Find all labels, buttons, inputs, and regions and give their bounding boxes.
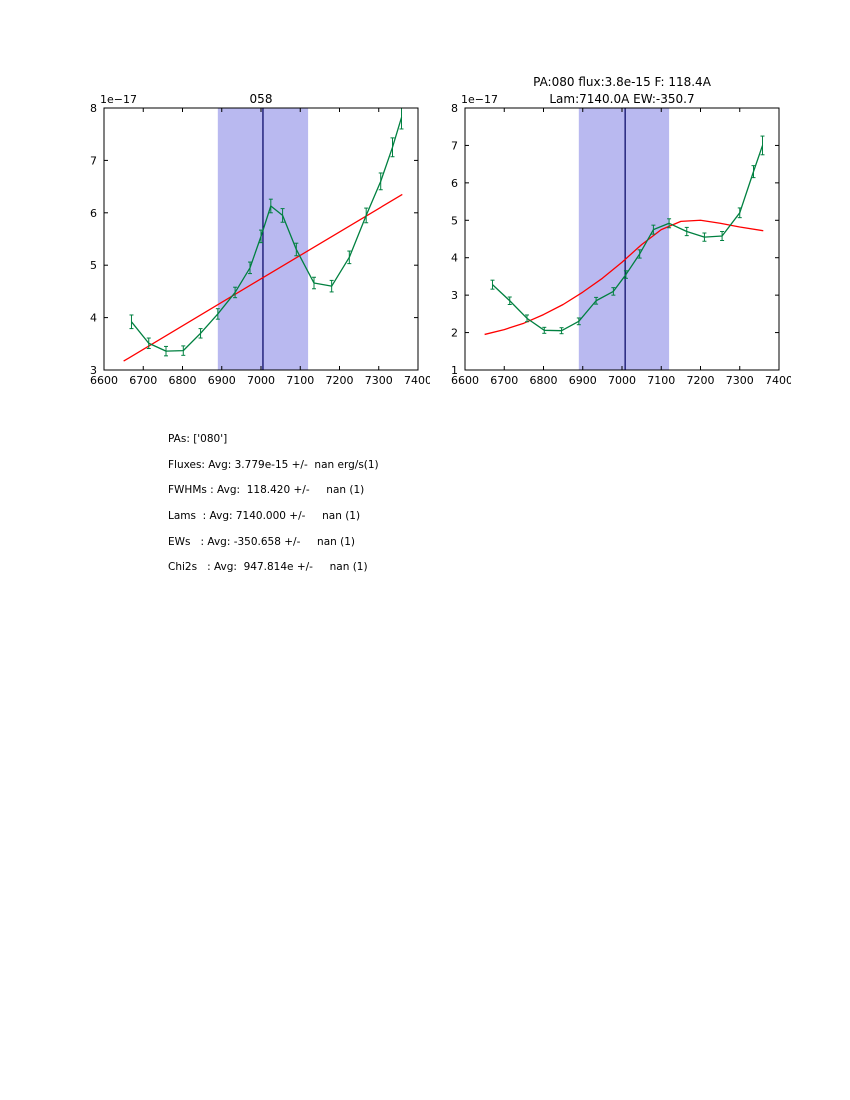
info-line-chi2s: Chi2s : Avg: 947.814e +/- nan (1) (168, 561, 368, 573)
svg-text:6900: 6900 (569, 374, 597, 387)
right-y-offset-label: 1e−17 (461, 93, 498, 106)
svg-text:8: 8 (451, 102, 458, 115)
svg-text:6700: 6700 (129, 374, 157, 387)
svg-text:7100: 7100 (647, 374, 675, 387)
left-plot-title: 058 (249, 92, 273, 106)
right-plot-title-line1: PA:080 flux:3.8e-15 F: 118.4A (533, 75, 711, 89)
info-line-fluxes: Fluxes: Avg: 3.779e-15 +/- nan erg/s(1) (168, 459, 379, 471)
svg-text:1: 1 (451, 364, 458, 377)
svg-text:8: 8 (90, 102, 97, 115)
svg-text:6600: 6600 (451, 374, 479, 387)
svg-text:4: 4 (451, 252, 458, 265)
right-plot-svg: 6600 6700 6800 6900 7000 7100 7200 7300 7400 1 2 3 4… (451, 102, 791, 387)
svg-text:4: 4 (90, 312, 97, 325)
svg-text:7000: 7000 (247, 374, 275, 387)
svg-text:6800: 6800 (530, 374, 558, 387)
info-line-fwhms: FWHMs : Avg: 118.420 +/- nan (1) (168, 484, 365, 496)
svg-text:6900: 6900 (208, 374, 236, 387)
info-line-pas: PAs: ['080'] (168, 433, 228, 445)
right-plot-title-line2: Lam:7140.0A EW:-350.7 (549, 92, 695, 106)
svg-text:7: 7 (451, 139, 458, 152)
svg-text:6700: 6700 (490, 374, 518, 387)
svg-text:7: 7 (90, 154, 97, 167)
svg-text:5: 5 (90, 259, 97, 272)
svg-text:6800: 6800 (169, 374, 197, 387)
left-y-offset-label: 1e−17 (100, 93, 137, 106)
svg-text:7300: 7300 (365, 374, 393, 387)
svg-text:7200: 7200 (687, 374, 715, 387)
svg-text:6600: 6600 (90, 374, 118, 387)
svg-text:7400: 7400 (765, 374, 791, 387)
svg-text:7100: 7100 (286, 374, 314, 387)
svg-text:6: 6 (90, 207, 97, 220)
svg-text:7300: 7300 (726, 374, 754, 387)
svg-text:5: 5 (451, 214, 458, 227)
info-line-lams: Lams : Avg: 7140.000 +/- nan (1) (168, 510, 361, 522)
svg-text:7000: 7000 (608, 374, 636, 387)
svg-text:7400: 7400 (404, 374, 430, 387)
svg-text:3: 3 (451, 289, 458, 302)
svg-text:2: 2 (451, 327, 458, 340)
info-line-ews: EWs : Avg: -350.658 +/- nan (1) (168, 536, 356, 548)
svg-text:7200: 7200 (326, 374, 354, 387)
left-plot-svg: 6600 6700 6800 6900 7000 7100 7200 7300 7400 3 4 5 6… (90, 102, 430, 387)
right-spectrum-plot: 6600 6700 6800 6900 7000 7100 7200 7300 7400 1 2 3 4… (401, 70, 791, 400)
left-spectrum-plot: 6600 6700 6800 6900 7000 7100 7200 7300 7400 3 4 5 6… (40, 70, 430, 400)
svg-text:6: 6 (451, 177, 458, 190)
svg-text:3: 3 (90, 364, 97, 377)
